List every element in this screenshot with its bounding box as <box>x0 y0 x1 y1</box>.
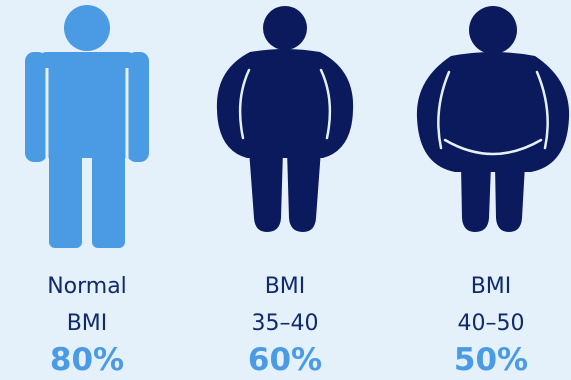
normal-weight-person-icon <box>25 5 149 248</box>
obese-person-icon <box>216 6 354 232</box>
figure-label-line2: 35–40 <box>251 311 319 336</box>
figure-normal-bmi: Normal BMI 80% <box>7 0 167 380</box>
figure-bmi-35-40: BMI 35–40 60% <box>205 0 365 380</box>
figure-bmi-40-50: BMI 40–50 50% <box>411 0 571 380</box>
figure-label-line1: BMI <box>264 274 306 299</box>
figure-label-line2: 40–50 <box>457 311 525 336</box>
figure-label-line1: BMI <box>470 274 512 299</box>
severely-obese-person-icon <box>416 6 570 232</box>
figure-percentage: 60% <box>247 342 323 378</box>
figure-percentage: 80% <box>49 342 125 378</box>
figure-percentage: 50% <box>453 342 529 378</box>
figure-label-line2: BMI <box>66 311 108 336</box>
figure-label-line1: Normal <box>47 274 127 299</box>
